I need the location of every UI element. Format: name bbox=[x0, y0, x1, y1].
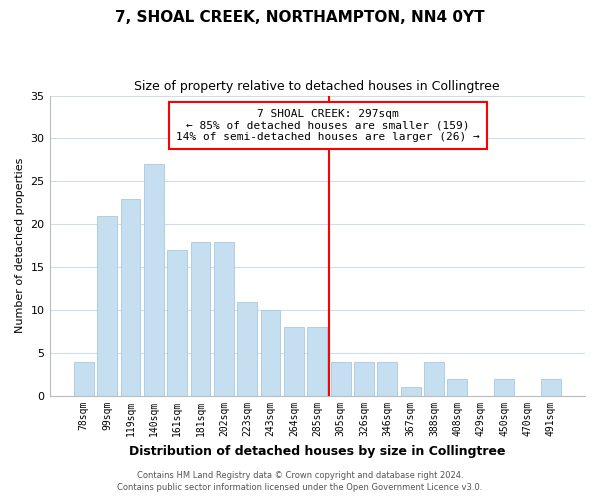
X-axis label: Distribution of detached houses by size in Collingtree: Distribution of detached houses by size … bbox=[129, 444, 506, 458]
Bar bbox=[144, 164, 164, 396]
Bar bbox=[424, 362, 444, 396]
Bar bbox=[74, 362, 94, 396]
Bar bbox=[307, 328, 327, 396]
Bar bbox=[284, 328, 304, 396]
Title: Size of property relative to detached houses in Collingtree: Size of property relative to detached ho… bbox=[134, 80, 500, 93]
Bar bbox=[354, 362, 374, 396]
Bar bbox=[214, 242, 234, 396]
Bar bbox=[97, 216, 117, 396]
Text: 7, SHOAL CREEK, NORTHAMPTON, NN4 0YT: 7, SHOAL CREEK, NORTHAMPTON, NN4 0YT bbox=[115, 10, 485, 25]
Bar bbox=[448, 379, 467, 396]
Bar bbox=[167, 250, 187, 396]
Text: Contains HM Land Registry data © Crown copyright and database right 2024.
Contai: Contains HM Land Registry data © Crown c… bbox=[118, 471, 482, 492]
Bar bbox=[260, 310, 280, 396]
Y-axis label: Number of detached properties: Number of detached properties bbox=[15, 158, 25, 334]
Bar bbox=[191, 242, 211, 396]
Bar bbox=[121, 198, 140, 396]
Bar bbox=[238, 302, 257, 396]
Bar bbox=[331, 362, 350, 396]
Bar bbox=[377, 362, 397, 396]
Text: 7 SHOAL CREEK: 297sqm
← 85% of detached houses are smaller (159)
14% of semi-det: 7 SHOAL CREEK: 297sqm ← 85% of detached … bbox=[176, 109, 480, 142]
Bar bbox=[401, 388, 421, 396]
Bar bbox=[494, 379, 514, 396]
Bar bbox=[541, 379, 560, 396]
